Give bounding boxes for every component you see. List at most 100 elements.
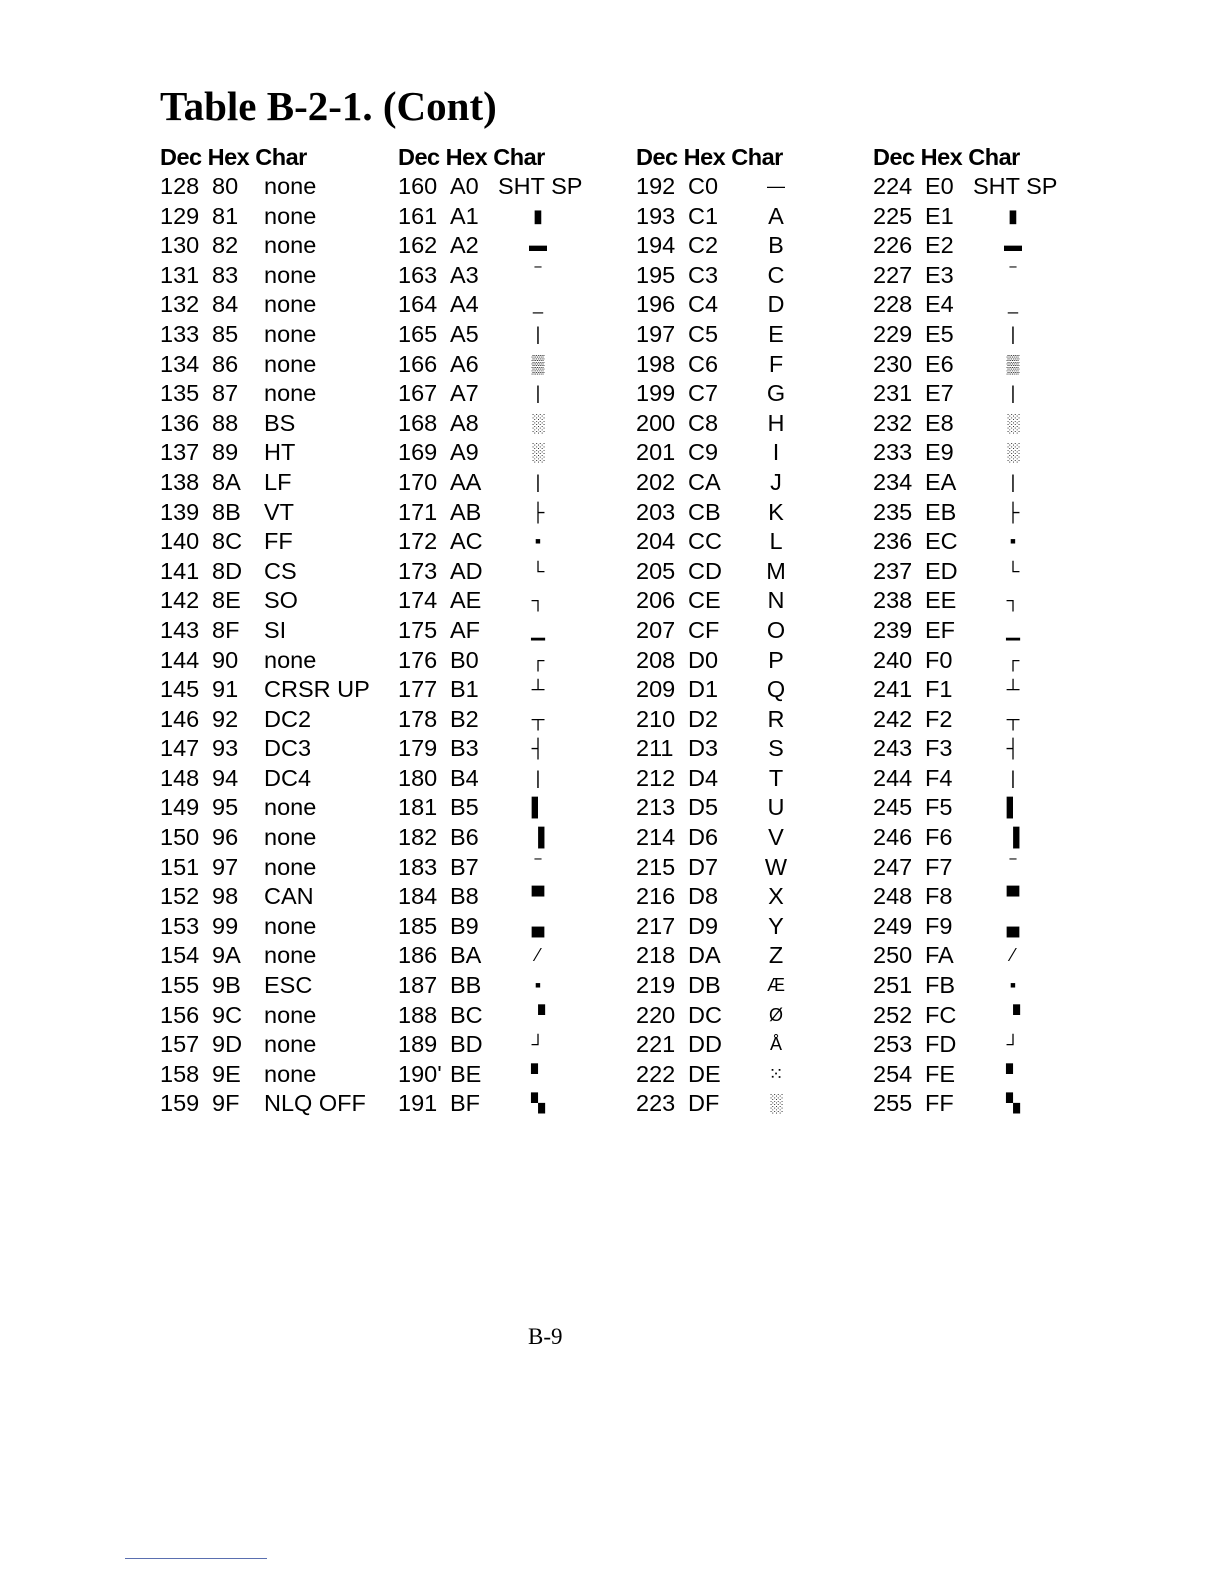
dec-cell: 241 — [873, 676, 913, 703]
dec-cell: 180 — [398, 764, 438, 791]
char-cell: ┘ — [531, 1034, 545, 1055]
hex-cell: B3 — [450, 735, 479, 762]
table-row: 176 B0 ┌ — [398, 646, 545, 676]
hex-cell: CA — [688, 468, 721, 495]
hex-cell: AF — [450, 616, 481, 643]
char-cell: ┌ — [531, 649, 545, 670]
dec-cell: 211 — [636, 735, 674, 762]
dec-cell: 214 — [636, 824, 676, 851]
char-cell: E — [768, 320, 784, 347]
dec-cell: 178 — [398, 705, 438, 732]
hex-cell: 8D — [212, 557, 243, 584]
table-row: 240 F0 ┌ — [873, 646, 1020, 676]
dec-cell: 166 — [398, 350, 438, 377]
dec-cell: 151 — [160, 853, 200, 880]
char-cell: D — [767, 291, 785, 318]
hex-cell: EA — [925, 468, 957, 495]
table-row: 196 C4 D — [636, 290, 784, 320]
hex-cell: C6 — [688, 350, 719, 377]
char-cell: ▐ — [531, 827, 545, 848]
char-cell: ░ — [531, 412, 545, 433]
dec-cell: 193 — [636, 202, 676, 229]
dec-cell: 149 — [160, 794, 200, 821]
dec-cell: 181 — [398, 794, 438, 821]
hex-cell: E5 — [925, 320, 954, 347]
table-title: Table B-2-1. (Cont) — [160, 83, 497, 129]
hex-cell: DC — [688, 1001, 722, 1028]
hex-cell: D9 — [688, 912, 719, 939]
column-header: Dec Hex Char — [636, 144, 783, 170]
char-cell: H — [767, 409, 785, 436]
hex-cell: DD — [688, 1031, 722, 1058]
char-cell: Z — [768, 942, 784, 969]
table-row: 226 E2 ▬ — [873, 231, 1022, 261]
table-row: 128 80 none — [160, 172, 316, 202]
dec-cell: 250 — [873, 942, 913, 969]
char-cell: SI — [264, 616, 287, 643]
hex-cell: 9C — [212, 1001, 243, 1028]
table-row: 255 FF ▚ — [873, 1089, 1020, 1119]
char-cell: ⁄ — [1011, 945, 1015, 966]
table-row: 206 CE N — [636, 586, 784, 616]
char-cell: NLQ OFF — [264, 1090, 366, 1117]
hex-cell: CE — [688, 587, 721, 614]
char-cell: ⁙ — [768, 1063, 784, 1084]
hex-cell: B7 — [450, 853, 479, 880]
dec-cell: 134 — [160, 350, 200, 377]
table-row: 188 BC ▝ — [398, 1001, 545, 1031]
char-cell: none — [264, 291, 317, 318]
table-row: 205 CD M — [636, 557, 786, 587]
hex-cell: B6 — [450, 824, 479, 851]
hex-cell: C5 — [688, 320, 719, 347]
hex-cell: C7 — [688, 380, 719, 407]
table-row: 216 D8 X — [636, 882, 784, 912]
char-cell: _ — [532, 294, 543, 315]
char-cell: | — [1010, 323, 1016, 344]
dec-cell: 215 — [636, 853, 676, 880]
hex-cell: 92 — [212, 705, 239, 732]
table-row: 145 91 CRSR UP — [160, 675, 370, 705]
table-row: 202 CA J — [636, 468, 783, 498]
hex-cell: BD — [450, 1031, 483, 1058]
char-cell: P — [768, 646, 784, 673]
table-row: 241 F1 ┴ — [873, 675, 1020, 705]
table-row: 194 C2 B — [636, 231, 784, 261]
hex-cell: 9E — [212, 1060, 241, 1087]
table-row: 219 DB Æ — [636, 971, 785, 1001]
dec-cell: 248 — [873, 883, 913, 910]
hex-cell: 89 — [212, 439, 239, 466]
char-cell: A — [768, 202, 784, 229]
dec-cell: 255 — [873, 1090, 913, 1117]
table-row: 234 EA | — [873, 468, 1020, 498]
hex-cell: F4 — [925, 764, 953, 791]
dec-cell: 155 — [160, 972, 200, 999]
char-cell: ┬ — [531, 708, 545, 729]
char-cell: _ — [1007, 294, 1018, 315]
dec-cell: 184 — [398, 883, 438, 910]
char-cell: ├ — [531, 501, 545, 522]
hex-cell: E2 — [925, 232, 954, 259]
char-cell: N — [767, 587, 785, 614]
dec-cell: 242 — [873, 705, 913, 732]
table-row: 214 D6 V — [636, 823, 784, 853]
char-cell: Ø — [768, 1004, 783, 1025]
hex-cell: CB — [688, 498, 721, 525]
hex-cell: EB — [925, 498, 957, 525]
char-cell: S — [768, 735, 784, 762]
hex-cell: 8C — [212, 528, 243, 555]
dec-cell: 138 — [160, 468, 200, 495]
char-cell: Æ — [767, 975, 785, 996]
char-cell: none — [264, 261, 317, 288]
table-row: 167 A7 | — [398, 379, 545, 409]
hex-cell: B4 — [450, 764, 479, 791]
table-row: 160 A0 SHT SP — [398, 172, 582, 202]
dec-cell: 209 — [636, 676, 676, 703]
char-cell: ‾ — [1010, 856, 1016, 877]
dec-cell: 161 — [398, 202, 438, 229]
dec-cell: 189 — [398, 1031, 438, 1058]
hex-cell: F2 — [925, 705, 953, 732]
dec-cell: 240 — [873, 646, 913, 673]
column-header: Dec Hex Char — [873, 144, 1020, 170]
hex-cell: 94 — [212, 764, 239, 791]
hex-cell: BE — [450, 1060, 482, 1087]
